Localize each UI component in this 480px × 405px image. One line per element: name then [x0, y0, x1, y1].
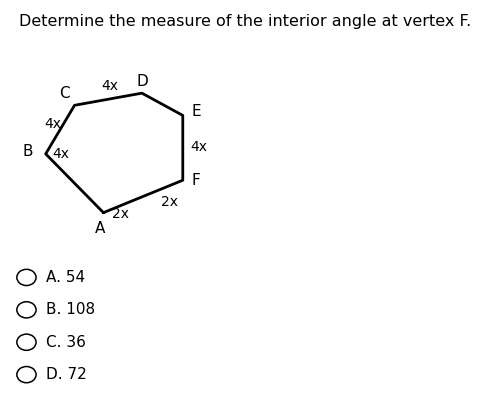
Text: 2x: 2x	[111, 207, 129, 221]
Text: B: B	[22, 144, 33, 160]
Text: F: F	[192, 173, 200, 188]
Text: Determine the measure of the interior angle at vertex F.: Determine the measure of the interior an…	[19, 14, 470, 29]
Text: 4x: 4x	[190, 140, 206, 153]
Text: C. 36: C. 36	[46, 335, 85, 350]
Text: B. 108: B. 108	[46, 302, 95, 318]
Text: C: C	[59, 85, 69, 101]
Text: E: E	[191, 104, 201, 119]
Text: D. 72: D. 72	[46, 367, 86, 382]
Text: 4x: 4x	[101, 79, 118, 93]
Text: 2x: 2x	[161, 196, 178, 209]
Text: D: D	[137, 73, 148, 89]
Text: 4x: 4x	[45, 117, 61, 131]
Text: A. 54: A. 54	[46, 270, 84, 285]
Text: A: A	[94, 220, 105, 236]
Text: 4x: 4x	[53, 147, 70, 161]
